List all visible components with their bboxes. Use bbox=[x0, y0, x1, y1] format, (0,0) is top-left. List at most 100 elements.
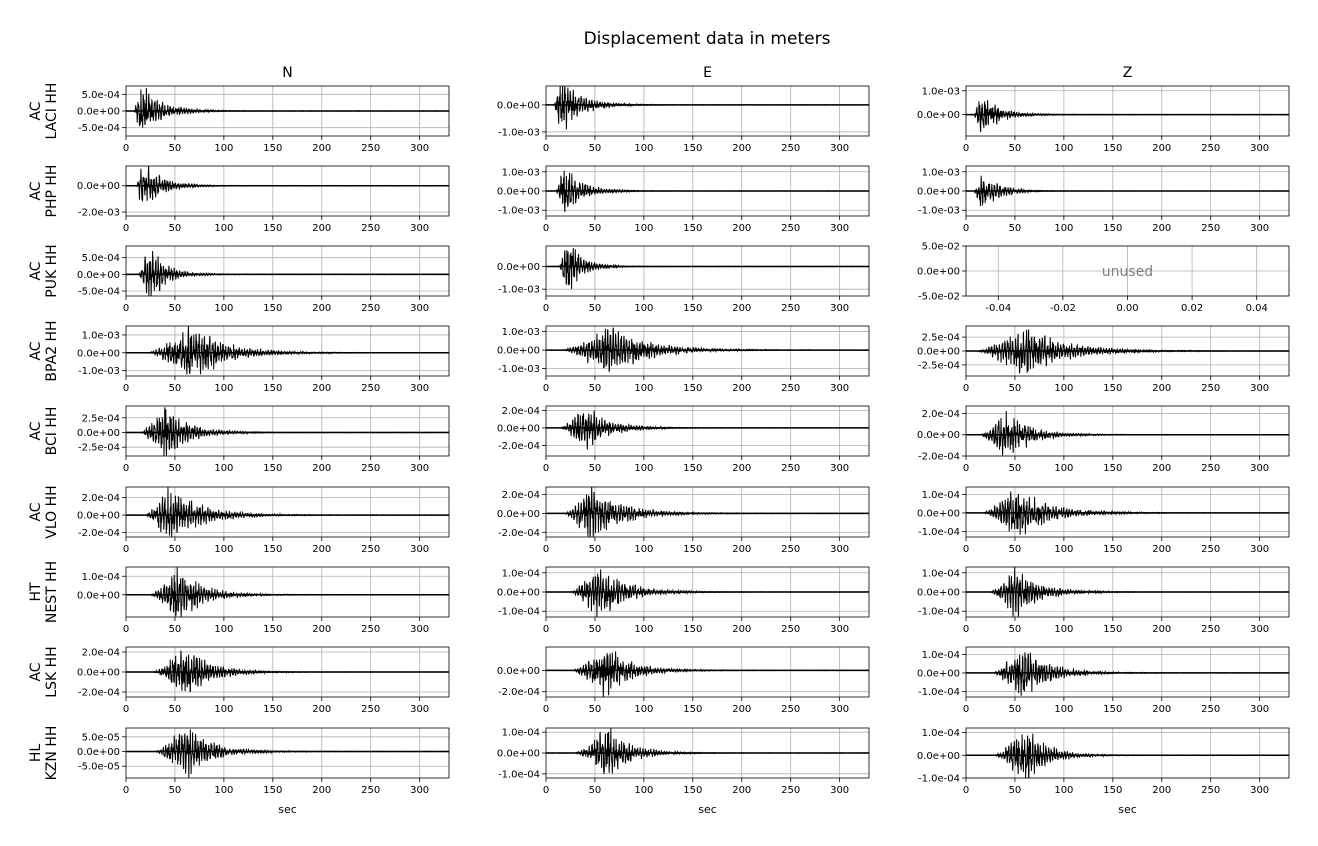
y-tick-label: 2.0e-04 bbox=[82, 648, 120, 659]
x-axis-label: sec bbox=[698, 803, 717, 816]
x-tick-label: 300 bbox=[830, 463, 849, 474]
x-tick-label: 100 bbox=[1054, 785, 1073, 796]
x-tick-label: 200 bbox=[312, 143, 331, 154]
x-tick-label: 0.02 bbox=[1181, 303, 1203, 314]
x-tick-label: 50 bbox=[169, 223, 182, 234]
x-tick-label: 100 bbox=[214, 303, 233, 314]
x-tick-label: 50 bbox=[1009, 383, 1022, 394]
x-tick-label: 50 bbox=[1009, 624, 1022, 635]
x-tick-label: 300 bbox=[1250, 624, 1269, 635]
row-label-station: LSK HH bbox=[44, 646, 60, 697]
x-tick-label: 50 bbox=[589, 383, 602, 394]
y-tick-label: -1.0e-04 bbox=[918, 774, 960, 785]
x-tick-label: 150 bbox=[683, 383, 702, 394]
x-tick-label: 100 bbox=[634, 223, 653, 234]
x-tick-label: 200 bbox=[732, 303, 751, 314]
x-tick-label: 300 bbox=[410, 463, 429, 474]
row-label-network: HL bbox=[28, 744, 44, 763]
x-tick-label: 0 bbox=[963, 785, 969, 796]
panel-frame bbox=[965, 646, 1290, 698]
x-tick-label: 300 bbox=[1250, 143, 1269, 154]
x-tick-label: 50 bbox=[589, 303, 602, 314]
x-tick-label: 150 bbox=[683, 223, 702, 234]
panel-frame bbox=[545, 405, 870, 457]
panel-4-1: 2.0e-04 0.0e+00 -2.0e-040 50 100 150 200 250 300 bbox=[497, 405, 870, 474]
x-tick-label: 50 bbox=[589, 463, 602, 474]
panel-3-0: 1.0e-03 0.0e+00 -1.0e-030 50 100 150 200 250 300 bbox=[77, 325, 450, 394]
x-axis-label: sec bbox=[278, 803, 297, 816]
panel-8-0: 5.0e-05 0.0e+00 -5.0e-05 0 50 100 150 200 250 300… bbox=[77, 727, 450, 816]
y-tick-label: 0.0e+00 bbox=[497, 346, 540, 357]
unused-label: unused bbox=[1102, 264, 1153, 280]
panel-frame bbox=[545, 245, 870, 297]
y-tick-label: 0.0e+00 bbox=[917, 668, 960, 679]
y-tick-label: -5.0e-02 bbox=[918, 292, 960, 303]
waveform-trace bbox=[545, 728, 870, 774]
row-label-network: AC bbox=[28, 261, 44, 280]
y-tick-label: -1.0e-03 bbox=[498, 285, 540, 296]
y-tick-label: 0.0e+00 bbox=[917, 588, 960, 599]
x-tick-label: 100 bbox=[1054, 624, 1073, 635]
x-tick-label: 200 bbox=[1152, 704, 1171, 715]
x-tick-label: 150 bbox=[1103, 143, 1122, 154]
panel-5-2: 1.0e-04 0.0e+00 -1.0e-040 50 100 150 200 250 300 bbox=[917, 486, 1290, 555]
x-tick-label: 300 bbox=[410, 704, 429, 715]
x-tick-label: 150 bbox=[263, 624, 282, 635]
x-tick-label: 50 bbox=[589, 785, 602, 796]
x-tick-label: 250 bbox=[361, 223, 380, 234]
x-tick-label: 100 bbox=[634, 383, 653, 394]
x-tick-label: 0 bbox=[543, 383, 549, 394]
y-tick-label: -5.0e-04 bbox=[78, 123, 120, 134]
y-tick-label: 5.0e-02 bbox=[922, 242, 960, 253]
y-tick-label: 5.0e-04 bbox=[82, 253, 120, 264]
x-tick-label: 50 bbox=[589, 544, 602, 555]
x-tick-label: 150 bbox=[683, 544, 702, 555]
panel-frame bbox=[125, 566, 450, 618]
row-label-network: AC bbox=[28, 341, 44, 360]
panel-grid: AC LACI HH 5.0e-040.0e+00-5.0e-040 50 100 150… bbox=[28, 83, 1290, 816]
panel-4-0: 2.5e-04 0.0e+00 -2.5e-040 50 100 150 200 250 300 bbox=[77, 405, 450, 474]
y-tick-label: -1.0e-03 bbox=[78, 366, 120, 377]
x-tick-label: 150 bbox=[1103, 544, 1122, 555]
panel-2-2: unused 5.0e-02 0.0e+00 -5.0e-02 -0.04 -0.02 0.… bbox=[917, 242, 1290, 314]
x-tick-label: 100 bbox=[214, 544, 233, 555]
row-label-6: HT NEST HH bbox=[28, 561, 60, 623]
x-tick-label: 0 bbox=[543, 544, 549, 555]
row-label-8: HL KZN HH bbox=[28, 726, 60, 781]
panel-0-1: 0.0e+00 -1.0e-030 50 100 150 200 250 300 bbox=[497, 85, 870, 154]
panel-frame bbox=[965, 85, 1290, 137]
x-tick-label: 50 bbox=[169, 704, 182, 715]
panel-0-0: 5.0e-04 0.0e+00 -5.0e-040 50 100 150 200 250 300 bbox=[77, 85, 450, 154]
x-tick-label: 300 bbox=[1250, 223, 1269, 234]
x-tick-label: 250 bbox=[361, 785, 380, 796]
x-tick-label: 300 bbox=[410, 544, 429, 555]
panel-frame bbox=[545, 325, 870, 377]
waveform-trace bbox=[545, 569, 870, 618]
y-tick-label: -2.0e-04 bbox=[78, 528, 120, 539]
panel-frame bbox=[965, 727, 1290, 779]
row-label-3: AC BPA2 HH bbox=[28, 320, 60, 381]
x-tick-label: 250 bbox=[1201, 544, 1220, 555]
x-tick-label: 300 bbox=[830, 544, 849, 555]
y-tick-label: 2.0e-04 bbox=[922, 409, 960, 420]
x-tick-label: 100 bbox=[634, 303, 653, 314]
x-tick-label: 0 bbox=[963, 544, 969, 555]
x-axis-label: sec bbox=[1118, 803, 1137, 816]
y-tick-label: -2.0e-04 bbox=[918, 452, 960, 463]
x-tick-label: 200 bbox=[312, 704, 331, 715]
panel-frame bbox=[965, 486, 1290, 538]
y-tick-label: 5.0e-04 bbox=[82, 90, 120, 101]
x-tick-label: 250 bbox=[1201, 143, 1220, 154]
x-tick-label: 0 bbox=[963, 704, 969, 715]
x-tick-label: 50 bbox=[169, 785, 182, 796]
panel-3-2: 2.5e-04 0.0e+00 -2.5e-04 0 50 100 150 200 250 300 bbox=[917, 325, 1290, 394]
panel-7-2: 1.0e-04 0.0e+00 -1.0e-040 50 100 150 200 250 300 bbox=[917, 646, 1290, 715]
x-tick-label: 100 bbox=[214, 624, 233, 635]
x-tick-label: 150 bbox=[1103, 785, 1122, 796]
y-tick-label: 0.0e+00 bbox=[77, 348, 120, 359]
x-tick-label: -0.04 bbox=[985, 303, 1011, 314]
waveform-trace bbox=[545, 651, 870, 698]
x-tick-label: 50 bbox=[1009, 143, 1022, 154]
x-tick-label: 50 bbox=[169, 624, 182, 635]
